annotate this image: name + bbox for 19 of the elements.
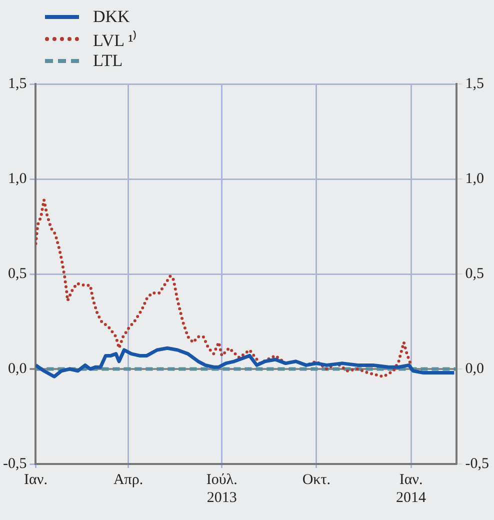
y-tick-label: 0,0	[465, 360, 484, 377]
x-tick-label: Ιούλ. 2013	[206, 472, 238, 506]
x-tick-label: Ιαν. 2014	[396, 472, 427, 506]
x-tick-label: Οκτ.	[302, 472, 331, 488]
y-tick-label: 1,5	[465, 76, 484, 92]
y-tick-label: -0,5	[465, 456, 490, 472]
legend-label: LVL ¹⁾	[93, 30, 138, 50]
y2-tick-label: 0,5	[8, 266, 27, 282]
y2-tick-label: 1,0	[8, 170, 27, 187]
legend-label: LTL	[93, 51, 123, 71]
legend-label: DKK	[93, 7, 130, 27]
x-tick-label: Ιαν.	[24, 472, 48, 488]
x-tick-label: Απρ.	[113, 472, 144, 488]
y-tick-label: 1,0	[465, 170, 484, 187]
line-series	[36, 198, 413, 378]
y-tick-label: 0,5	[465, 266, 484, 282]
y2-tick-label: 0,0	[8, 360, 27, 377]
y2-tick-label: -0,5	[2, 456, 27, 472]
y2-tick-label: 1,5	[8, 76, 27, 92]
